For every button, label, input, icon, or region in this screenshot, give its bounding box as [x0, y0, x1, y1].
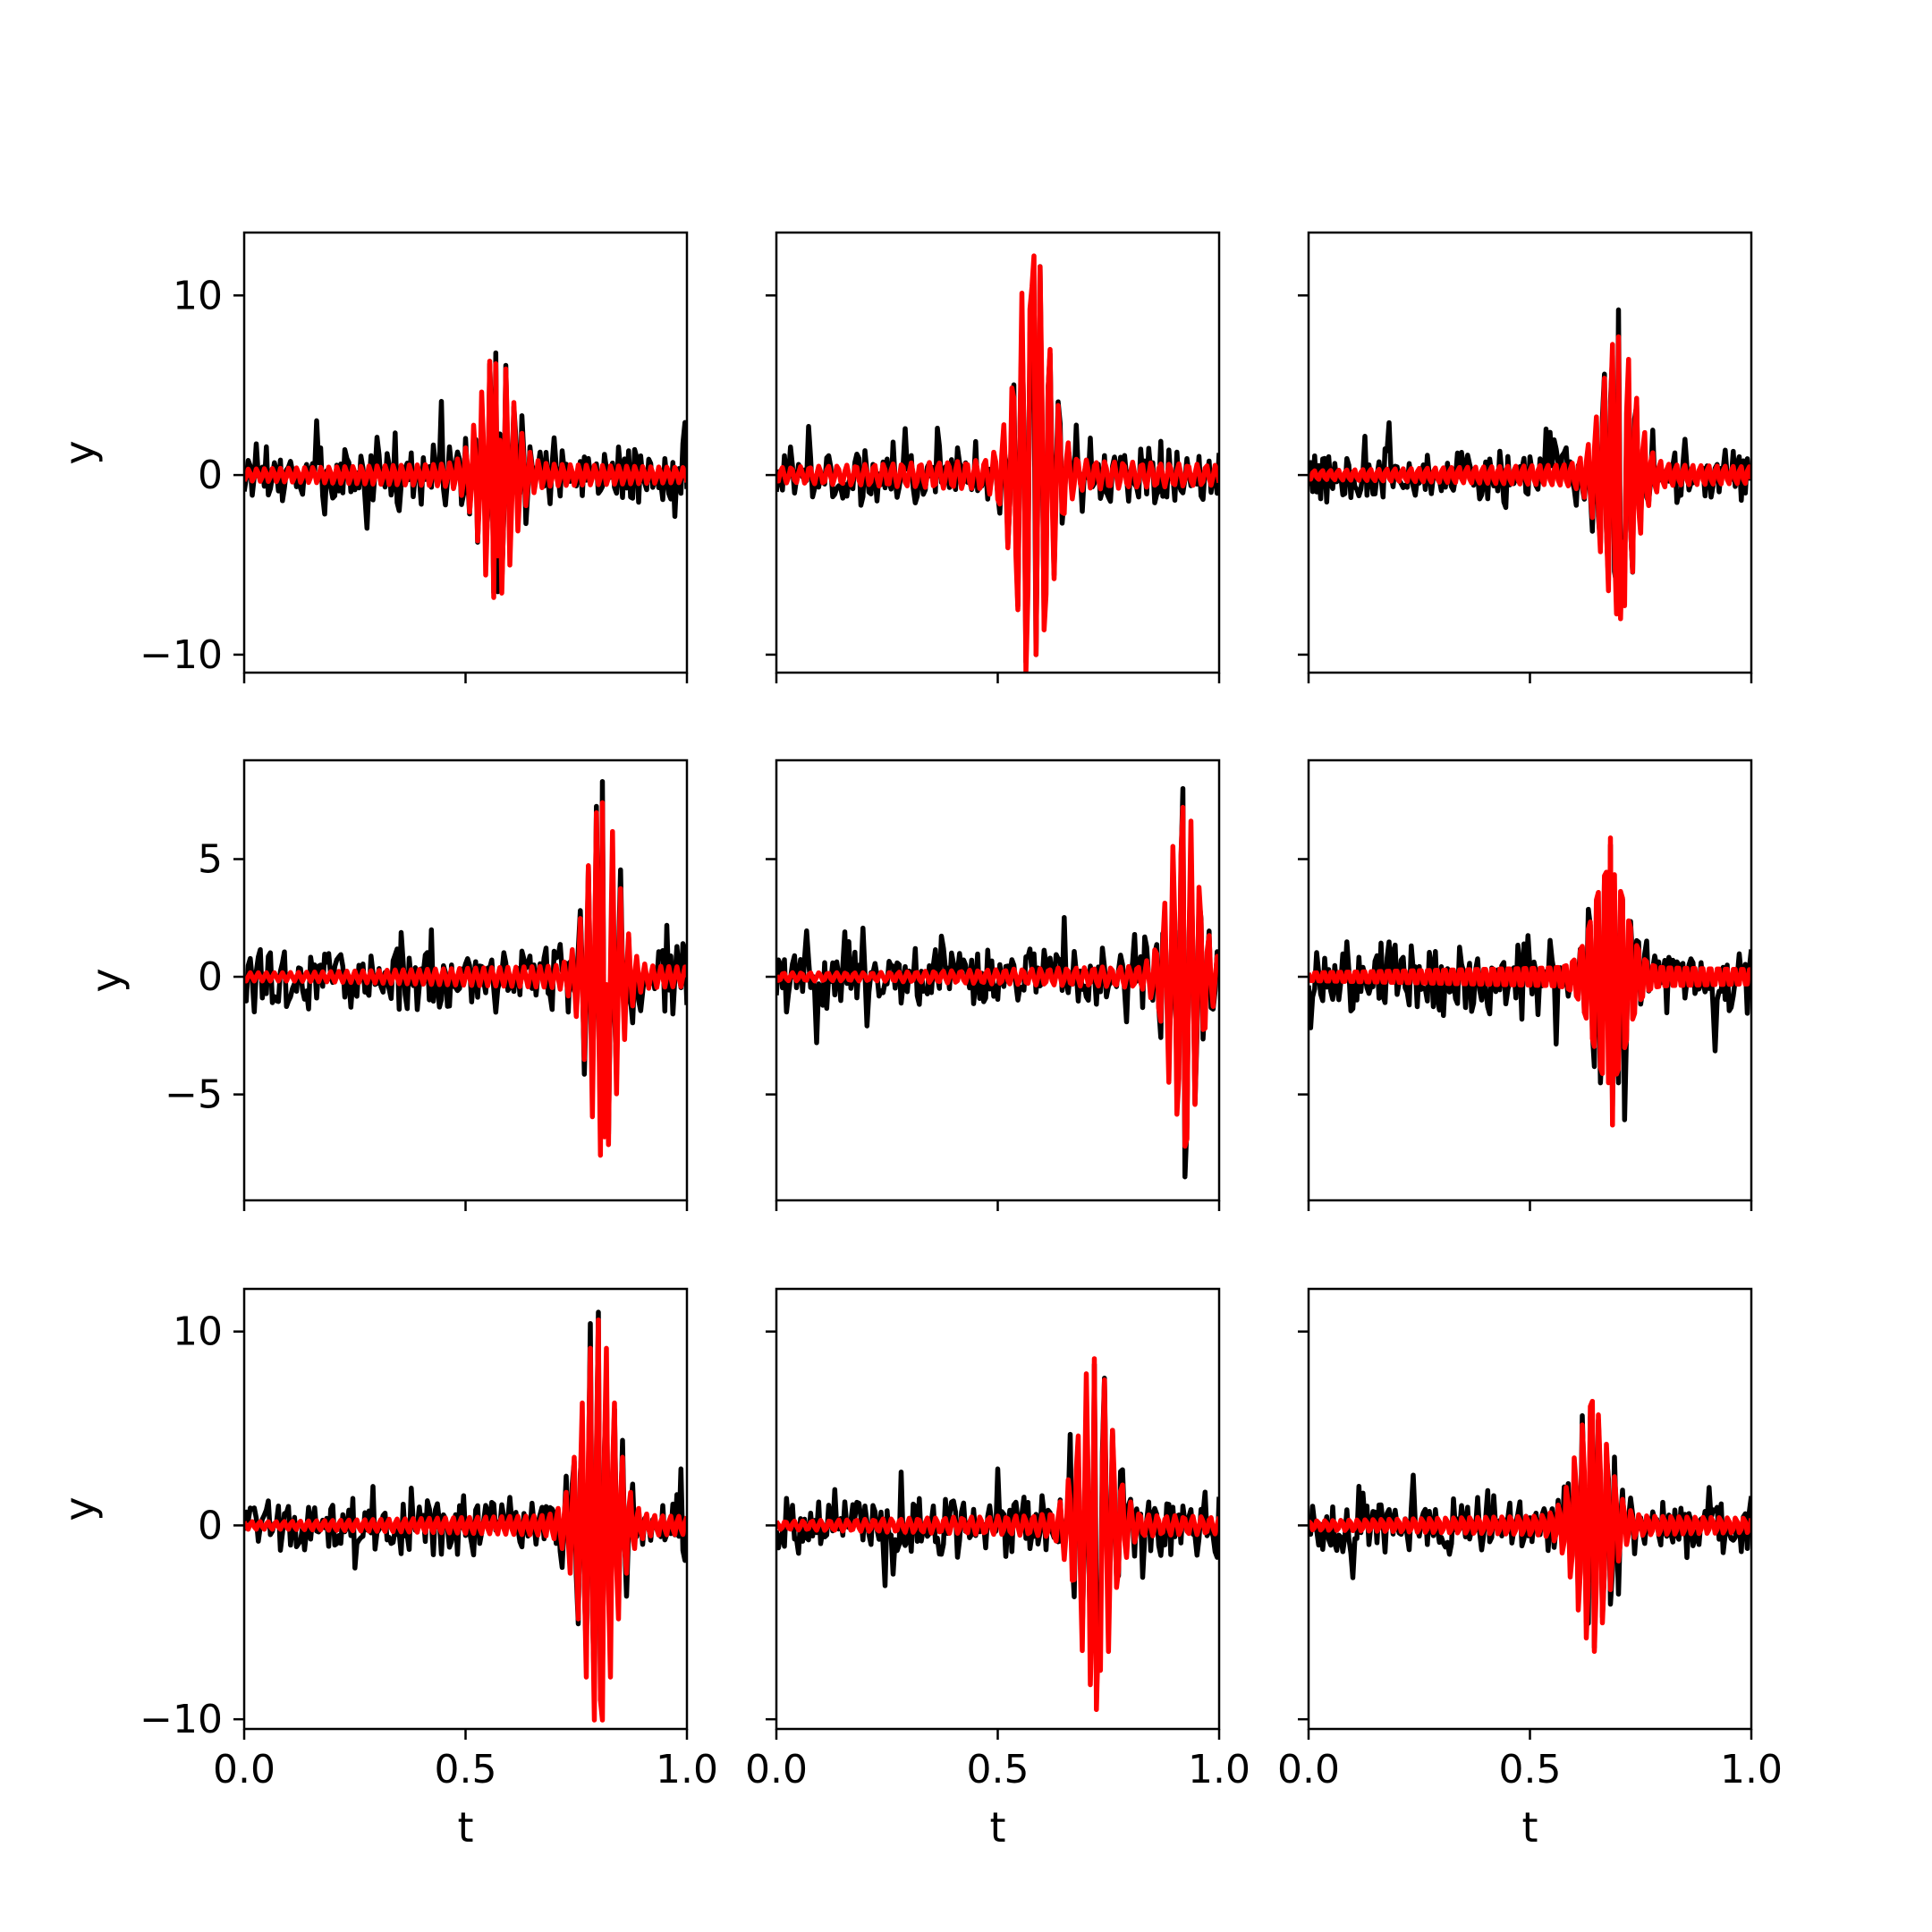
- subplot-6: [1298, 758, 1753, 1211]
- x-tick-label: 0.0: [1277, 1747, 1340, 1792]
- fit-line: [1309, 835, 1751, 1128]
- fit-line: [776, 1356, 1219, 1713]
- fit-line: [1309, 334, 1751, 622]
- subplot-1: −10 0 10 y: [55, 231, 689, 683]
- series-group: [1309, 835, 1751, 1128]
- subplot-3: [1298, 231, 1753, 683]
- fit-line: [244, 800, 687, 1158]
- signal-line: [1309, 307, 1751, 587]
- fit-line: [1309, 1398, 1751, 1655]
- x-tick-label: 1.0: [1188, 1747, 1250, 1792]
- y-axis-label: y: [82, 968, 131, 992]
- y-tick-label: 10: [173, 273, 223, 318]
- subplot-9: 0.0 0.5 1.0 t: [1277, 1287, 1783, 1852]
- series-group: [1309, 307, 1751, 622]
- y-tick-label: 0: [198, 453, 223, 498]
- y-axis-label: y: [55, 440, 104, 464]
- x-tick-label: 0.0: [745, 1747, 808, 1792]
- subplot-4: −5 0 5 y: [82, 758, 689, 1211]
- fit-line: [244, 358, 687, 600]
- series-group: [776, 1356, 1219, 1713]
- subplot-2: [766, 231, 1221, 683]
- y-tick-label: 5: [198, 837, 223, 883]
- subplot-5: [766, 758, 1221, 1211]
- series-group: [244, 778, 687, 1158]
- x-axis-label: t: [1521, 1803, 1538, 1852]
- y-tick-label: −10: [140, 632, 223, 678]
- subplot-7: 0.0 0.5 1.0 −10 0 10 y t: [55, 1287, 718, 1852]
- x-tick-label: 1.0: [1720, 1747, 1783, 1792]
- x-tick-label: 0.5: [1499, 1747, 1562, 1792]
- subplot-8: 0.0 0.5 1.0 t: [745, 1287, 1250, 1852]
- series-group: [776, 253, 1219, 673]
- y-tick-label: 0: [198, 954, 223, 1000]
- series-group: [1309, 1398, 1751, 1655]
- series-group: [776, 785, 1219, 1180]
- series-group: [244, 1309, 687, 1723]
- y-tick-label: −10: [140, 1697, 223, 1742]
- fit-line: [776, 253, 1219, 673]
- x-tick-label: 0.0: [213, 1747, 275, 1792]
- y-tick-label: 10: [173, 1309, 223, 1355]
- y-tick-label: 0: [198, 1503, 223, 1548]
- signal-line: [776, 785, 1219, 1180]
- x-tick-label: 0.5: [967, 1747, 1030, 1792]
- x-axis-label: t: [457, 1803, 473, 1852]
- y-axis-label: y: [55, 1496, 104, 1521]
- signal-line: [1309, 1412, 1751, 1650]
- series-group: [244, 350, 687, 600]
- x-axis-label: t: [989, 1803, 1005, 1852]
- fit-line: [776, 804, 1219, 1149]
- x-tick-label: 0.5: [435, 1747, 497, 1792]
- fit-line: [244, 1317, 687, 1723]
- x-tick-label: 1.0: [656, 1747, 718, 1792]
- y-tick-label: −5: [165, 1072, 223, 1118]
